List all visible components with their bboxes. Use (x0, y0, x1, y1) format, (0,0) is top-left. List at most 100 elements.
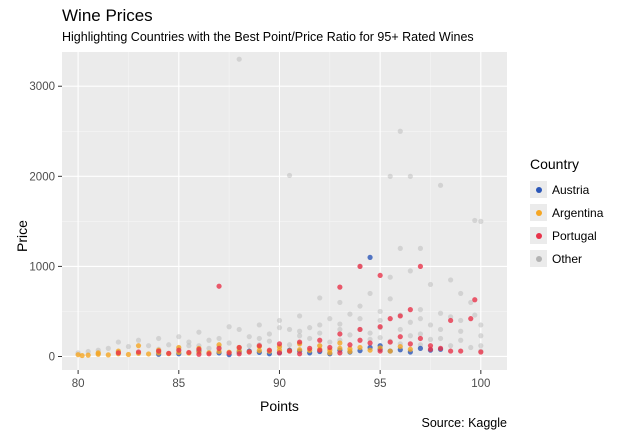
legend-label: Argentina (552, 205, 604, 220)
point-other (468, 299, 474, 306)
point-other (427, 322, 434, 328)
point-austria (417, 345, 424, 351)
y-axis: 0 1000 2000 3000 (29, 81, 62, 363)
point-other (437, 182, 444, 188)
point-austria (367, 254, 373, 260)
point-portugal (196, 351, 202, 357)
point-other (387, 274, 393, 280)
point-other (377, 308, 383, 315)
point-other (472, 312, 478, 318)
point-other (397, 128, 403, 134)
legend-items: Austria Argentina Portugal Other (530, 178, 603, 270)
points-layer (75, 56, 484, 359)
point-other (417, 245, 424, 251)
point-other (377, 317, 383, 324)
point-other (472, 217, 478, 224)
point-portugal (397, 334, 403, 340)
point-argentina (337, 345, 343, 351)
point-argentina (337, 340, 343, 346)
point-portugal (367, 340, 373, 346)
legend-item-other: Other (530, 247, 603, 270)
point-other (347, 332, 353, 338)
point-argentina (327, 350, 333, 356)
point-portugal (427, 346, 434, 352)
point-other (367, 330, 373, 336)
point-other (135, 337, 142, 343)
point-argentina (367, 347, 373, 353)
legend: Country Austria Argentina Portugal Other (530, 156, 603, 270)
chart-caption: Source: Kaggle (421, 416, 507, 430)
point-other (186, 339, 192, 345)
point-portugal (468, 316, 474, 322)
point-portugal (357, 263, 363, 270)
point-portugal (458, 348, 464, 354)
point-portugal (236, 344, 242, 351)
point-other (266, 338, 272, 344)
point-other (448, 277, 454, 283)
legend-dot-icon (535, 232, 542, 239)
point-portugal (297, 351, 303, 357)
point-portugal (387, 316, 393, 322)
point-other (85, 348, 91, 355)
point-other (468, 344, 474, 351)
legend-key (530, 204, 547, 221)
point-other (407, 268, 413, 274)
point-portugal (156, 348, 162, 354)
x-tick-label: 100 (471, 378, 490, 390)
point-argentina (407, 346, 413, 352)
point-other (236, 56, 242, 62)
point-other (427, 281, 434, 288)
point-other (397, 245, 403, 251)
point-portugal (397, 313, 403, 319)
y-tick-label: 3000 (29, 81, 55, 93)
point-other (246, 343, 252, 349)
major-grid (62, 52, 507, 370)
legend-item-argentina: Argentina (530, 201, 603, 224)
point-other (286, 326, 293, 333)
point-argentina (216, 342, 222, 348)
point-portugal (115, 350, 121, 356)
point-other (407, 319, 413, 325)
point-argentina (347, 348, 353, 355)
point-argentina (105, 352, 111, 358)
point-other (387, 173, 393, 179)
legend-label: Other (552, 251, 583, 266)
point-portugal (417, 263, 424, 270)
point-portugal (407, 341, 413, 347)
point-other (478, 343, 484, 349)
point-portugal (317, 337, 323, 343)
point-portugal (196, 346, 202, 352)
legend-item-austria: Austria (530, 178, 603, 201)
point-other (317, 330, 323, 336)
point-argentina (75, 352, 81, 358)
point-other (125, 343, 132, 350)
point-portugal (337, 350, 343, 356)
point-other (186, 343, 192, 349)
point-portugal (166, 350, 172, 356)
point-argentina (125, 351, 132, 358)
point-other (297, 313, 303, 319)
point-other (115, 339, 121, 345)
point-other (176, 334, 182, 340)
point-argentina (79, 352, 85, 359)
point-other (387, 296, 393, 302)
point-argentina (95, 350, 101, 356)
point-other (206, 337, 212, 343)
point-portugal (286, 348, 293, 354)
point-portugal (307, 345, 313, 351)
point-other (427, 336, 434, 342)
point-other (246, 334, 252, 340)
point-other (367, 336, 373, 342)
point-other (307, 335, 313, 342)
point-portugal (186, 349, 192, 356)
point-portugal (448, 348, 454, 354)
point-other (317, 322, 323, 328)
point-portugal (276, 341, 283, 347)
point-other (337, 299, 343, 306)
x-tick-label: 95 (374, 378, 387, 390)
point-other (337, 321, 343, 327)
point-other (276, 317, 283, 324)
point-other (357, 316, 363, 322)
point-other (367, 290, 373, 297)
point-other (437, 310, 444, 316)
